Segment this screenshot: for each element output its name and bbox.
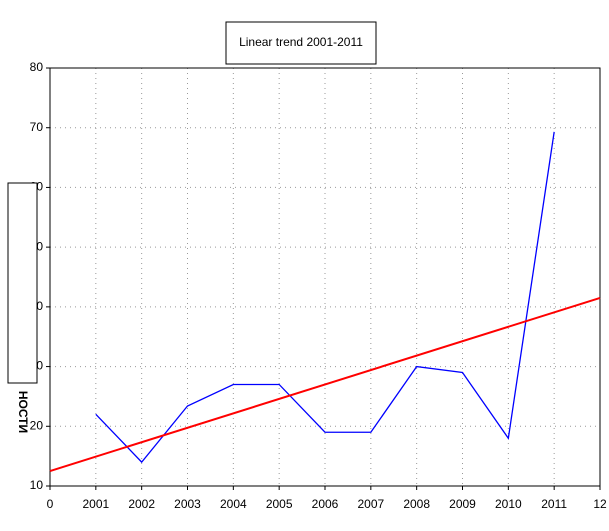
x-tick-label: 2003 bbox=[174, 497, 201, 511]
y-axis-label: НОСТИ bbox=[16, 391, 30, 433]
y-tick-label: 20 bbox=[30, 418, 44, 432]
x-tick-label: 12 bbox=[593, 497, 607, 511]
series-line bbox=[95, 131, 555, 464]
x-tick-label: 2004 bbox=[220, 497, 247, 511]
y-tick-label: 10 bbox=[30, 478, 44, 492]
x-tick-label: 2011 bbox=[541, 497, 567, 511]
chart-title: Linear trend 2001-2011 bbox=[239, 35, 363, 49]
x-tick-label: 2007 bbox=[357, 497, 384, 511]
y-tick-label: 80 bbox=[30, 60, 44, 74]
x-tick-label: 2010 bbox=[495, 497, 522, 511]
series-line bbox=[49, 296, 601, 473]
plot-frame bbox=[49, 67, 601, 487]
title-box bbox=[225, 21, 377, 65]
x-tick-label: 2001 bbox=[82, 497, 109, 511]
x-tick-label: 2002 bbox=[128, 497, 155, 511]
x-tick-label: 2008 bbox=[403, 497, 430, 511]
x-tick-label: 2006 bbox=[312, 497, 339, 511]
legend-box bbox=[7, 182, 38, 384]
x-tick-label: 2005 bbox=[266, 497, 293, 511]
x-tick-label: 0 bbox=[47, 497, 54, 511]
y-tick-label: 70 bbox=[30, 120, 44, 134]
x-tick-label: 2009 bbox=[449, 497, 476, 511]
